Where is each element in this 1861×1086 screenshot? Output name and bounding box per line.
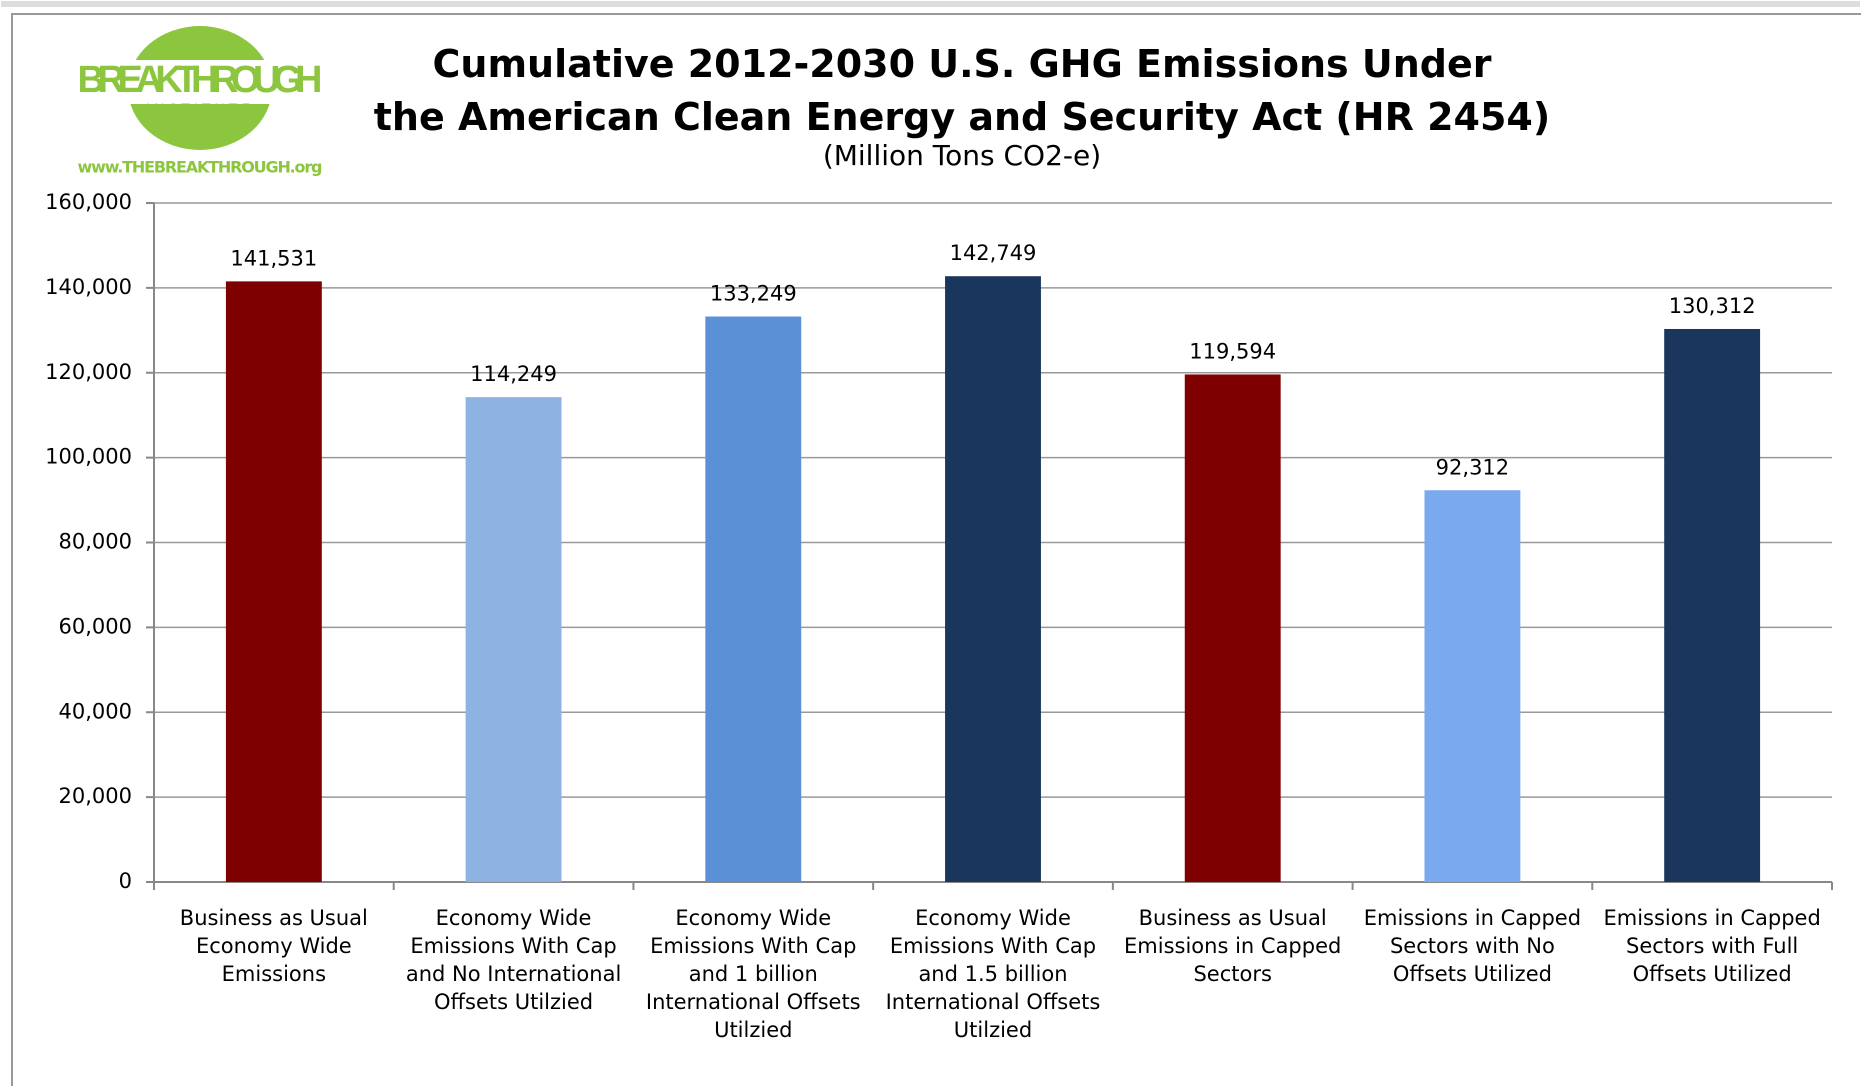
- x-tick-label: Business as Usual Economy Wide Emissions: [179, 906, 368, 986]
- bar: [465, 397, 562, 882]
- bar: [1184, 374, 1281, 882]
- y-tick-label: 100,000: [45, 445, 132, 469]
- bar: [705, 316, 802, 883]
- logo-sub: INSTITUTE: [146, 102, 254, 118]
- bar: [1424, 490, 1521, 882]
- x-tick-label: Economy Wide Emissions With Cap and No I…: [405, 906, 622, 1014]
- frame: [11, 13, 1861, 1086]
- value-label: 133,249: [710, 282, 797, 306]
- logo-url: www.THEBREAKTHROUGH.org: [78, 158, 323, 177]
- bar: [225, 281, 322, 882]
- chart-title: Cumulative 2012-2030 U.S. GHG Emissions …: [373, 42, 1551, 139]
- bar: [945, 276, 1041, 882]
- y-tick-label: 120,000: [45, 360, 132, 384]
- y-tick-label: 160,000: [45, 190, 132, 214]
- y-tick-label: 80,000: [59, 530, 132, 554]
- x-tick-label: Economy Wide Emissions With Cap and 1.5 …: [885, 906, 1101, 1042]
- value-label: 130,312: [1669, 294, 1756, 318]
- value-label: 142,749: [950, 241, 1037, 265]
- x-tick-label: Emissions in Capped Sectors with Full Of…: [1603, 906, 1821, 986]
- value-label: 119,594: [1189, 339, 1276, 363]
- y-tick-label: 20,000: [59, 784, 132, 808]
- x-tick-label: Emissions in Capped Sectors with No Offs…: [1363, 906, 1582, 986]
- y-tick-label: 60,000: [59, 614, 132, 638]
- value-label: 114,249: [470, 362, 557, 386]
- top-edge: [1, 1, 1860, 7]
- x-tick-label: Economy Wide Emissions With Cap and 1 bi…: [645, 906, 861, 1042]
- chart-subtitle: (Million Tons CO2-e): [822, 139, 1102, 172]
- y-tick-label: 40,000: [59, 699, 132, 723]
- x-tick-label: Business as Usual Emissions in Capped Se…: [1124, 906, 1342, 986]
- logo-name: BREAKTHROUGH: [78, 59, 323, 101]
- bar: [1664, 328, 1761, 882]
- logo-band: [70, 60, 330, 104]
- y-tick-label: 0: [119, 869, 132, 893]
- y-tick-label: 140,000: [45, 275, 132, 299]
- value-label: 92,312: [1436, 455, 1509, 479]
- value-label: 141,531: [230, 246, 317, 270]
